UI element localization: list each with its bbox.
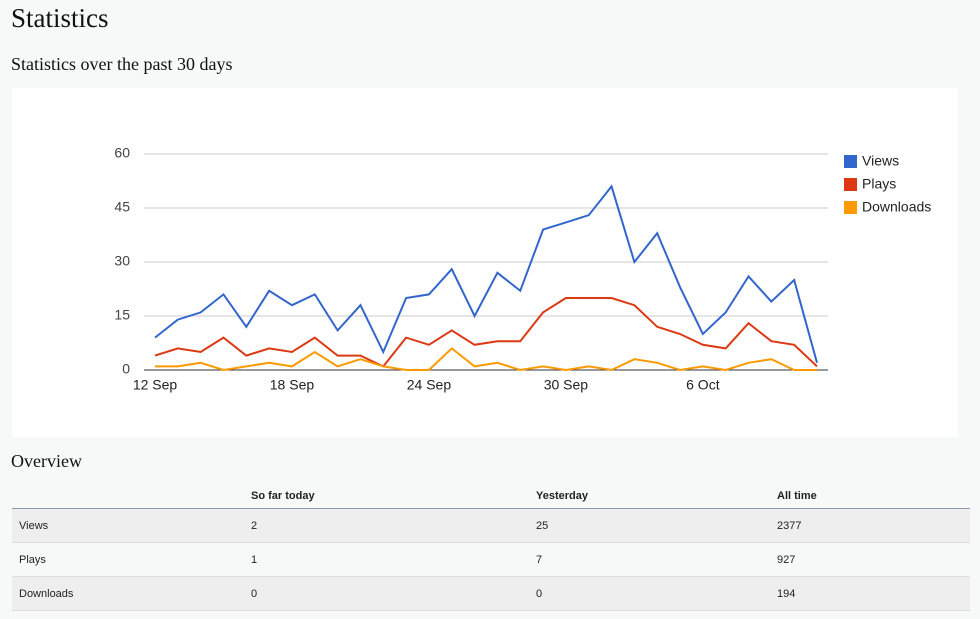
overview-title: Overview (11, 451, 82, 471)
table-cell: Views (19, 520, 49, 532)
legend-swatch (844, 155, 857, 168)
x-tick-label: 24 Sep (407, 377, 452, 393)
series-line (155, 347, 817, 372)
x-tick-label: 6 Oct (686, 377, 720, 393)
legend-label: Downloads (862, 199, 931, 215)
row-bg (12, 543, 970, 576)
y-tick-label: 15 (114, 307, 130, 323)
table-cell: 2377 (777, 520, 801, 532)
table-cell: 1 (251, 554, 257, 566)
legend-label: Plays (862, 176, 896, 192)
y-tick-label: 30 (114, 253, 130, 269)
series-line (154, 184, 818, 364)
x-tick-label: 30 Sep (544, 377, 589, 393)
table-cell: Plays (19, 554, 46, 566)
table-cell: Downloads (19, 588, 74, 600)
row-bg (12, 509, 970, 542)
column-header: All time (777, 490, 817, 502)
x-tick-label: 18 Sep (270, 377, 315, 393)
legend-swatch (844, 178, 857, 191)
y-tick-label: 45 (114, 199, 130, 215)
legend-swatch (844, 201, 857, 214)
table-cell: 2 (251, 520, 257, 532)
y-tick-label: 0 (122, 361, 130, 377)
row-bg (12, 577, 970, 610)
table-cell: 0 (251, 588, 257, 600)
table-cell: 194 (777, 588, 795, 600)
table-cell: 927 (777, 554, 795, 566)
y-tick-label: 60 (114, 145, 130, 161)
legend-label: Views (862, 153, 899, 169)
x-tick-label: 12 Sep (133, 377, 178, 393)
column-header: Yesterday (536, 490, 589, 502)
table-cell: 7 (536, 554, 542, 566)
chart-title: Statistics over the past 30 days (11, 54, 232, 74)
series-line (154, 297, 818, 368)
column-header: So far today (251, 490, 315, 502)
page-title: Statistics (11, 3, 109, 33)
table-cell: 0 (536, 588, 542, 600)
overview-table (12, 508, 970, 611)
table-cell: 25 (536, 520, 548, 532)
